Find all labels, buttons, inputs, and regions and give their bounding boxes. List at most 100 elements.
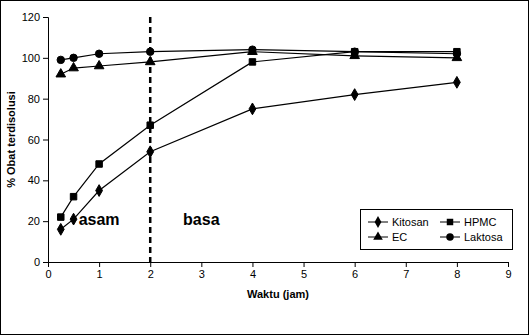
tick: 0 (34, 256, 48, 268)
tick-label: 20 (28, 215, 40, 227)
tick-label: 9 (505, 268, 511, 280)
tick-label: 100 (22, 52, 40, 64)
tick-label: 40 (28, 174, 40, 186)
legend-symbol (375, 216, 382, 228)
plot: 0 1 2 3 4 5 6 7 8 9 0 20 40 60 80 100 120 Waktu (jam) % Ob… (5, 11, 513, 300)
tick-mark (43, 262, 48, 263)
tick-mark (43, 140, 48, 141)
tick-mark (355, 262, 356, 267)
annotation: basa (183, 211, 220, 228)
chart: 0 1 2 3 4 5 6 7 8 9 0 20 40 60 80 100 120 Waktu (jam) % Ob… (0, 0, 529, 335)
tick: 2 (148, 262, 154, 280)
marker (95, 50, 102, 57)
marker (249, 59, 255, 65)
annotation: asam (79, 211, 120, 228)
tick-label: 5 (301, 268, 307, 280)
tick: 120 (22, 11, 48, 23)
tick-mark (43, 17, 48, 18)
tick: 4 (250, 262, 256, 280)
tick: 8 (454, 262, 460, 280)
marker (96, 185, 103, 197)
legend-label: EC (392, 231, 407, 243)
legend-label: HPMC (464, 216, 496, 228)
tick-mark (43, 221, 48, 222)
tick-mark (304, 262, 305, 267)
tick: 1 (97, 262, 103, 280)
legend-item: Laktosa (440, 231, 503, 243)
tick: 9 (505, 262, 511, 280)
marks (56, 46, 462, 235)
legend-label: Kitosan (392, 216, 429, 228)
marker (453, 76, 460, 88)
legend-frame (361, 210, 513, 250)
marker (70, 193, 76, 199)
tick: 60 (28, 134, 48, 146)
tick: 3 (199, 262, 205, 280)
legend-item: Kitosan (368, 216, 429, 228)
tick-label: 8 (454, 268, 460, 280)
marker (453, 50, 460, 57)
tick-mark (99, 262, 100, 267)
marker (147, 146, 154, 158)
tick-mark (252, 262, 253, 267)
tick-mark (457, 262, 458, 267)
series-line (61, 50, 457, 60)
figure-frame (1, 1, 529, 335)
tick: 5 (301, 262, 307, 280)
series-line (61, 52, 457, 74)
legend: Kitosan HPMC EC Laktosa (361, 210, 513, 250)
tick-mark (43, 99, 48, 100)
tick-label: 2 (148, 268, 154, 280)
tick: 20 (28, 215, 48, 227)
tick-label: 1 (97, 268, 103, 280)
tick-label: 120 (22, 11, 40, 23)
marker (94, 60, 104, 68)
tick-label: 7 (403, 268, 409, 280)
tick-mark (43, 58, 48, 59)
series-line (61, 52, 457, 217)
axis-line (43, 18, 49, 263)
tick-mark (201, 262, 202, 267)
tick: 7 (403, 262, 409, 280)
tick-label: 6 (352, 268, 358, 280)
marker (147, 122, 153, 128)
tick-label: 0 (34, 256, 40, 268)
marker (70, 54, 77, 61)
marker (57, 56, 64, 63)
tick-label: 80 (28, 93, 40, 105)
marker (249, 103, 256, 115)
marker (351, 89, 358, 101)
marker (69, 62, 79, 70)
x-axis: 0 1 2 3 4 5 6 7 8 9 (45, 262, 511, 280)
marker (248, 46, 258, 54)
y-axis-title: % Obat terdisolusi (5, 91, 17, 188)
y-axis: 0 20 40 60 80 100 120 (22, 11, 49, 268)
tick: 100 (22, 52, 48, 64)
tick: 40 (28, 174, 48, 186)
legend-symbol (373, 231, 383, 239)
tick-label: 4 (250, 268, 256, 280)
marker (351, 48, 358, 55)
tick: 0 (45, 262, 51, 280)
marker (351, 48, 357, 54)
marker (96, 161, 102, 167)
marker (57, 223, 64, 235)
tick-label: 0 (45, 268, 51, 280)
tick-mark (508, 262, 509, 267)
marker (146, 48, 153, 55)
legend-item: HPMC (440, 216, 496, 228)
series-line (61, 82, 457, 229)
tick-mark (150, 262, 151, 267)
tick-mark (43, 180, 48, 181)
legend-item: EC (368, 231, 407, 243)
marker (145, 56, 155, 64)
legend-symbol (447, 219, 453, 225)
axis-line (49, 263, 509, 268)
x-axis-title: Waktu (jam) (247, 288, 309, 300)
marker (56, 69, 66, 77)
marker (70, 213, 77, 225)
marker (58, 214, 64, 220)
tick: 6 (352, 262, 358, 280)
marker (249, 46, 256, 53)
tick-mark (406, 262, 407, 267)
